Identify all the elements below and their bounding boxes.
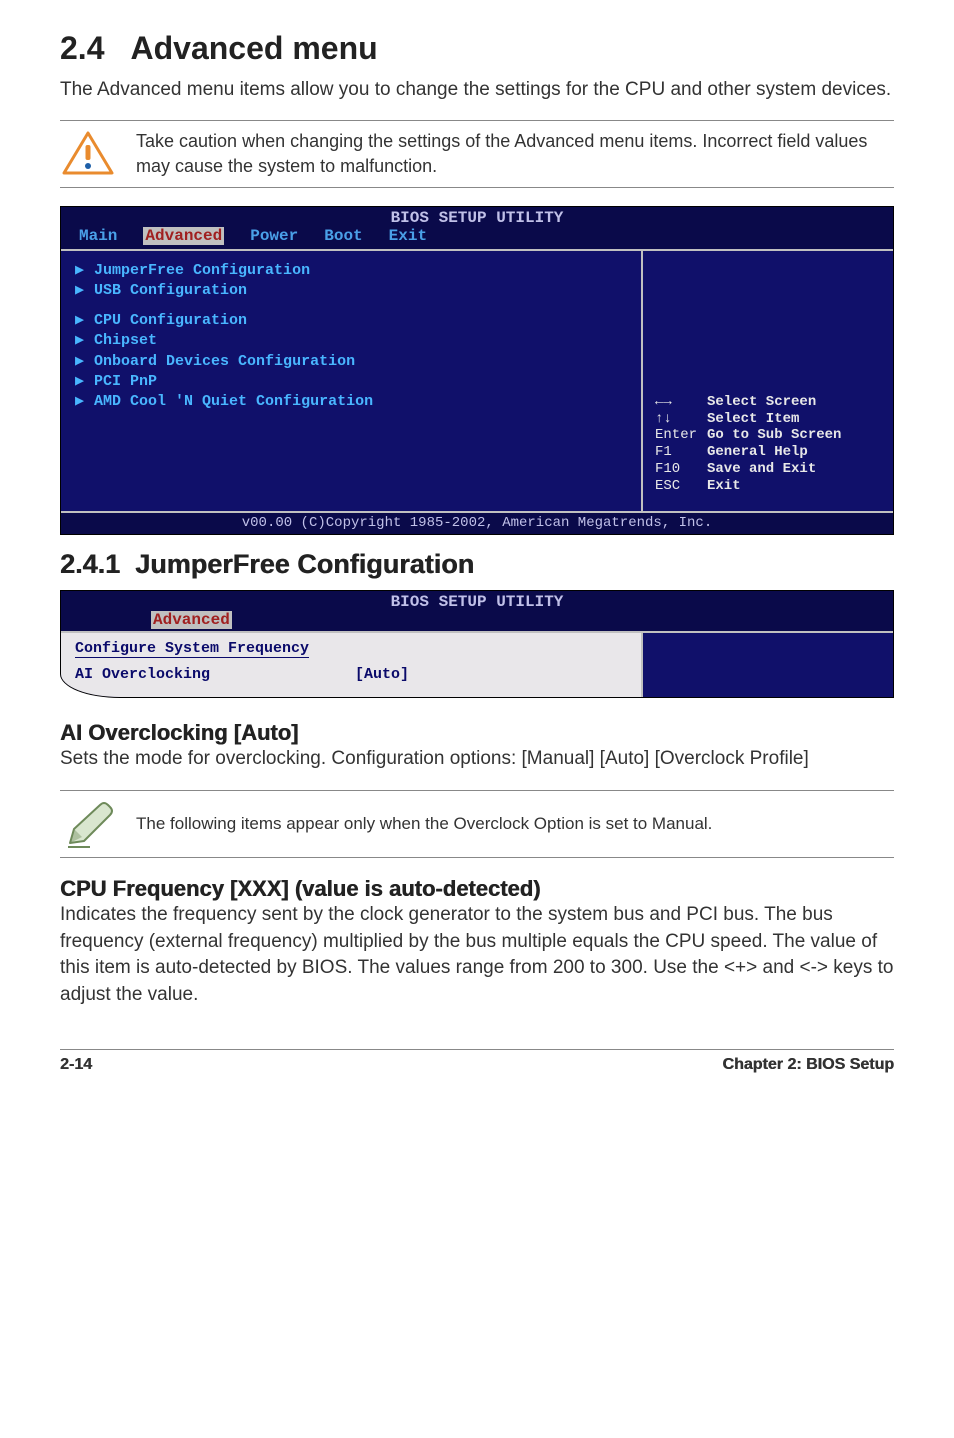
bios-menu-item: ▶ CPU Configuration xyxy=(75,311,627,331)
bios-jumperfree-screenshot: BIOS SETUP UTILITY Advanced Configure Sy… xyxy=(60,590,894,698)
help-label: Exit xyxy=(707,478,741,494)
help-label: Select Screen xyxy=(707,394,816,410)
bios-sub-left-panel: Configure System Frequency AI Overclocki… xyxy=(61,633,643,697)
pencil-note-icon xyxy=(60,799,116,849)
param-cpu-frequency-desc: Indicates the frequency sent by the cloc… xyxy=(60,902,894,1008)
param-ai-overclocking-heading: AI Overclocking [Auto] xyxy=(60,720,894,746)
bios-sub-title: BIOS SETUP UTILITY xyxy=(61,591,893,611)
bios-sub-tab-advanced: Advanced xyxy=(151,611,232,629)
bios-title: BIOS SETUP UTILITY xyxy=(61,207,893,227)
chapter-label: Chapter 2: BIOS Setup xyxy=(722,1056,894,1074)
help-key: F10 xyxy=(655,461,707,478)
bios-tab-power: Power xyxy=(250,227,298,245)
submenu-arrow-icon: ▶ xyxy=(75,392,84,412)
bios-advanced-screenshot: BIOS SETUP UTILITY Main Advanced Power B… xyxy=(60,206,894,535)
help-key: Enter xyxy=(655,427,707,444)
help-label: Go to Sub Screen xyxy=(707,427,841,443)
help-key: ←→ xyxy=(655,394,707,411)
submenu-arrow-icon: ▶ xyxy=(75,261,84,281)
param-cpu-frequency-heading: CPU Frequency [XXX] (value is auto-detec… xyxy=(60,876,894,902)
section-number: 2.4 xyxy=(60,30,104,66)
bios-sub-header: Configure System Frequency xyxy=(75,640,309,658)
bios-menu-label: PCI PnP xyxy=(94,372,157,392)
bios-menu-item: ▶ AMD Cool 'N Quiet Configuration xyxy=(75,392,627,412)
bios-menu-label: JumperFree Configuration xyxy=(94,261,310,281)
help-key: ESC xyxy=(655,478,707,495)
bios-tab-advanced: Advanced xyxy=(143,227,224,245)
bios-sub-tabbar: Advanced xyxy=(61,611,893,631)
param-ai-overclocking-desc: Sets the mode for overclocking. Configur… xyxy=(60,746,894,773)
help-label: Select Item xyxy=(707,411,799,427)
bios-menu-label: CPU Configuration xyxy=(94,311,247,331)
caution-callout: Take caution when changing the settings … xyxy=(60,120,894,188)
help-key: ↑↓ xyxy=(655,411,707,428)
section-title-text: Advanced menu xyxy=(130,30,377,66)
bios-menu-item: ▶ JumperFree Configuration xyxy=(75,261,627,281)
bios-tab-exit: Exit xyxy=(389,227,427,245)
note-callout: The following items appear only when the… xyxy=(60,790,894,858)
subsection-title: JumperFree Configuration xyxy=(135,549,474,579)
bios-menu-item: ▶ USB Configuration xyxy=(75,281,627,301)
bios-menu-label: USB Configuration xyxy=(94,281,247,301)
bios-setting-row: AI Overclocking [Auto] xyxy=(75,666,627,683)
bios-menu-label: AMD Cool 'N Quiet Configuration xyxy=(94,392,373,412)
bios-help-keys: ←→Select Screen ↑↓Select Item EnterGo to… xyxy=(655,394,881,495)
bios-left-panel: ▶ JumperFree Configuration ▶ USB Configura… xyxy=(61,251,643,511)
page-number: 2-14 xyxy=(60,1056,92,1074)
submenu-arrow-icon: ▶ xyxy=(75,331,84,351)
bios-sub-right-panel xyxy=(643,633,893,697)
bios-copyright: v00.00 (C)Copyright 1985-2002, American … xyxy=(61,511,893,534)
submenu-arrow-icon: ▶ xyxy=(75,311,84,331)
bios-tab-main: Main xyxy=(79,227,117,245)
bios-setting-label: AI Overclocking xyxy=(75,666,355,683)
help-key: F1 xyxy=(655,444,707,461)
bios-tab-boot: Boot xyxy=(324,227,362,245)
bios-tab-bar: Main Advanced Power Boot Exit xyxy=(61,227,893,249)
page-footer: 2-14 Chapter 2: BIOS Setup xyxy=(60,1049,894,1074)
help-label: Save and Exit xyxy=(707,461,816,477)
caution-text: Take caution when changing the settings … xyxy=(136,129,894,178)
bios-menu-item: ▶ PCI PnP xyxy=(75,372,627,392)
caution-icon xyxy=(60,129,116,179)
bios-menu-label: Onboard Devices Configuration xyxy=(94,352,355,372)
bios-right-panel: ←→Select Screen ↑↓Select Item EnterGo to… xyxy=(643,251,893,511)
help-label: General Help xyxy=(707,444,808,460)
section-description: The Advanced menu items allow you to cha… xyxy=(60,77,894,104)
bios-setting-value: [Auto] xyxy=(355,666,409,683)
section-heading: 2.4 Advanced menu xyxy=(60,30,894,67)
note-text: The following items appear only when the… xyxy=(136,813,712,836)
bios-menu-item: ▶ Chipset xyxy=(75,331,627,351)
submenu-arrow-icon: ▶ xyxy=(75,372,84,392)
subsection-heading: 2.4.1 JumperFree Configuration xyxy=(60,549,894,580)
bios-menu-label: Chipset xyxy=(94,331,157,351)
submenu-arrow-icon: ▶ xyxy=(75,352,84,372)
subsection-number: 2.4.1 xyxy=(60,549,120,579)
bios-menu-item: ▶ Onboard Devices Configuration xyxy=(75,352,627,372)
submenu-arrow-icon: ▶ xyxy=(75,281,84,301)
